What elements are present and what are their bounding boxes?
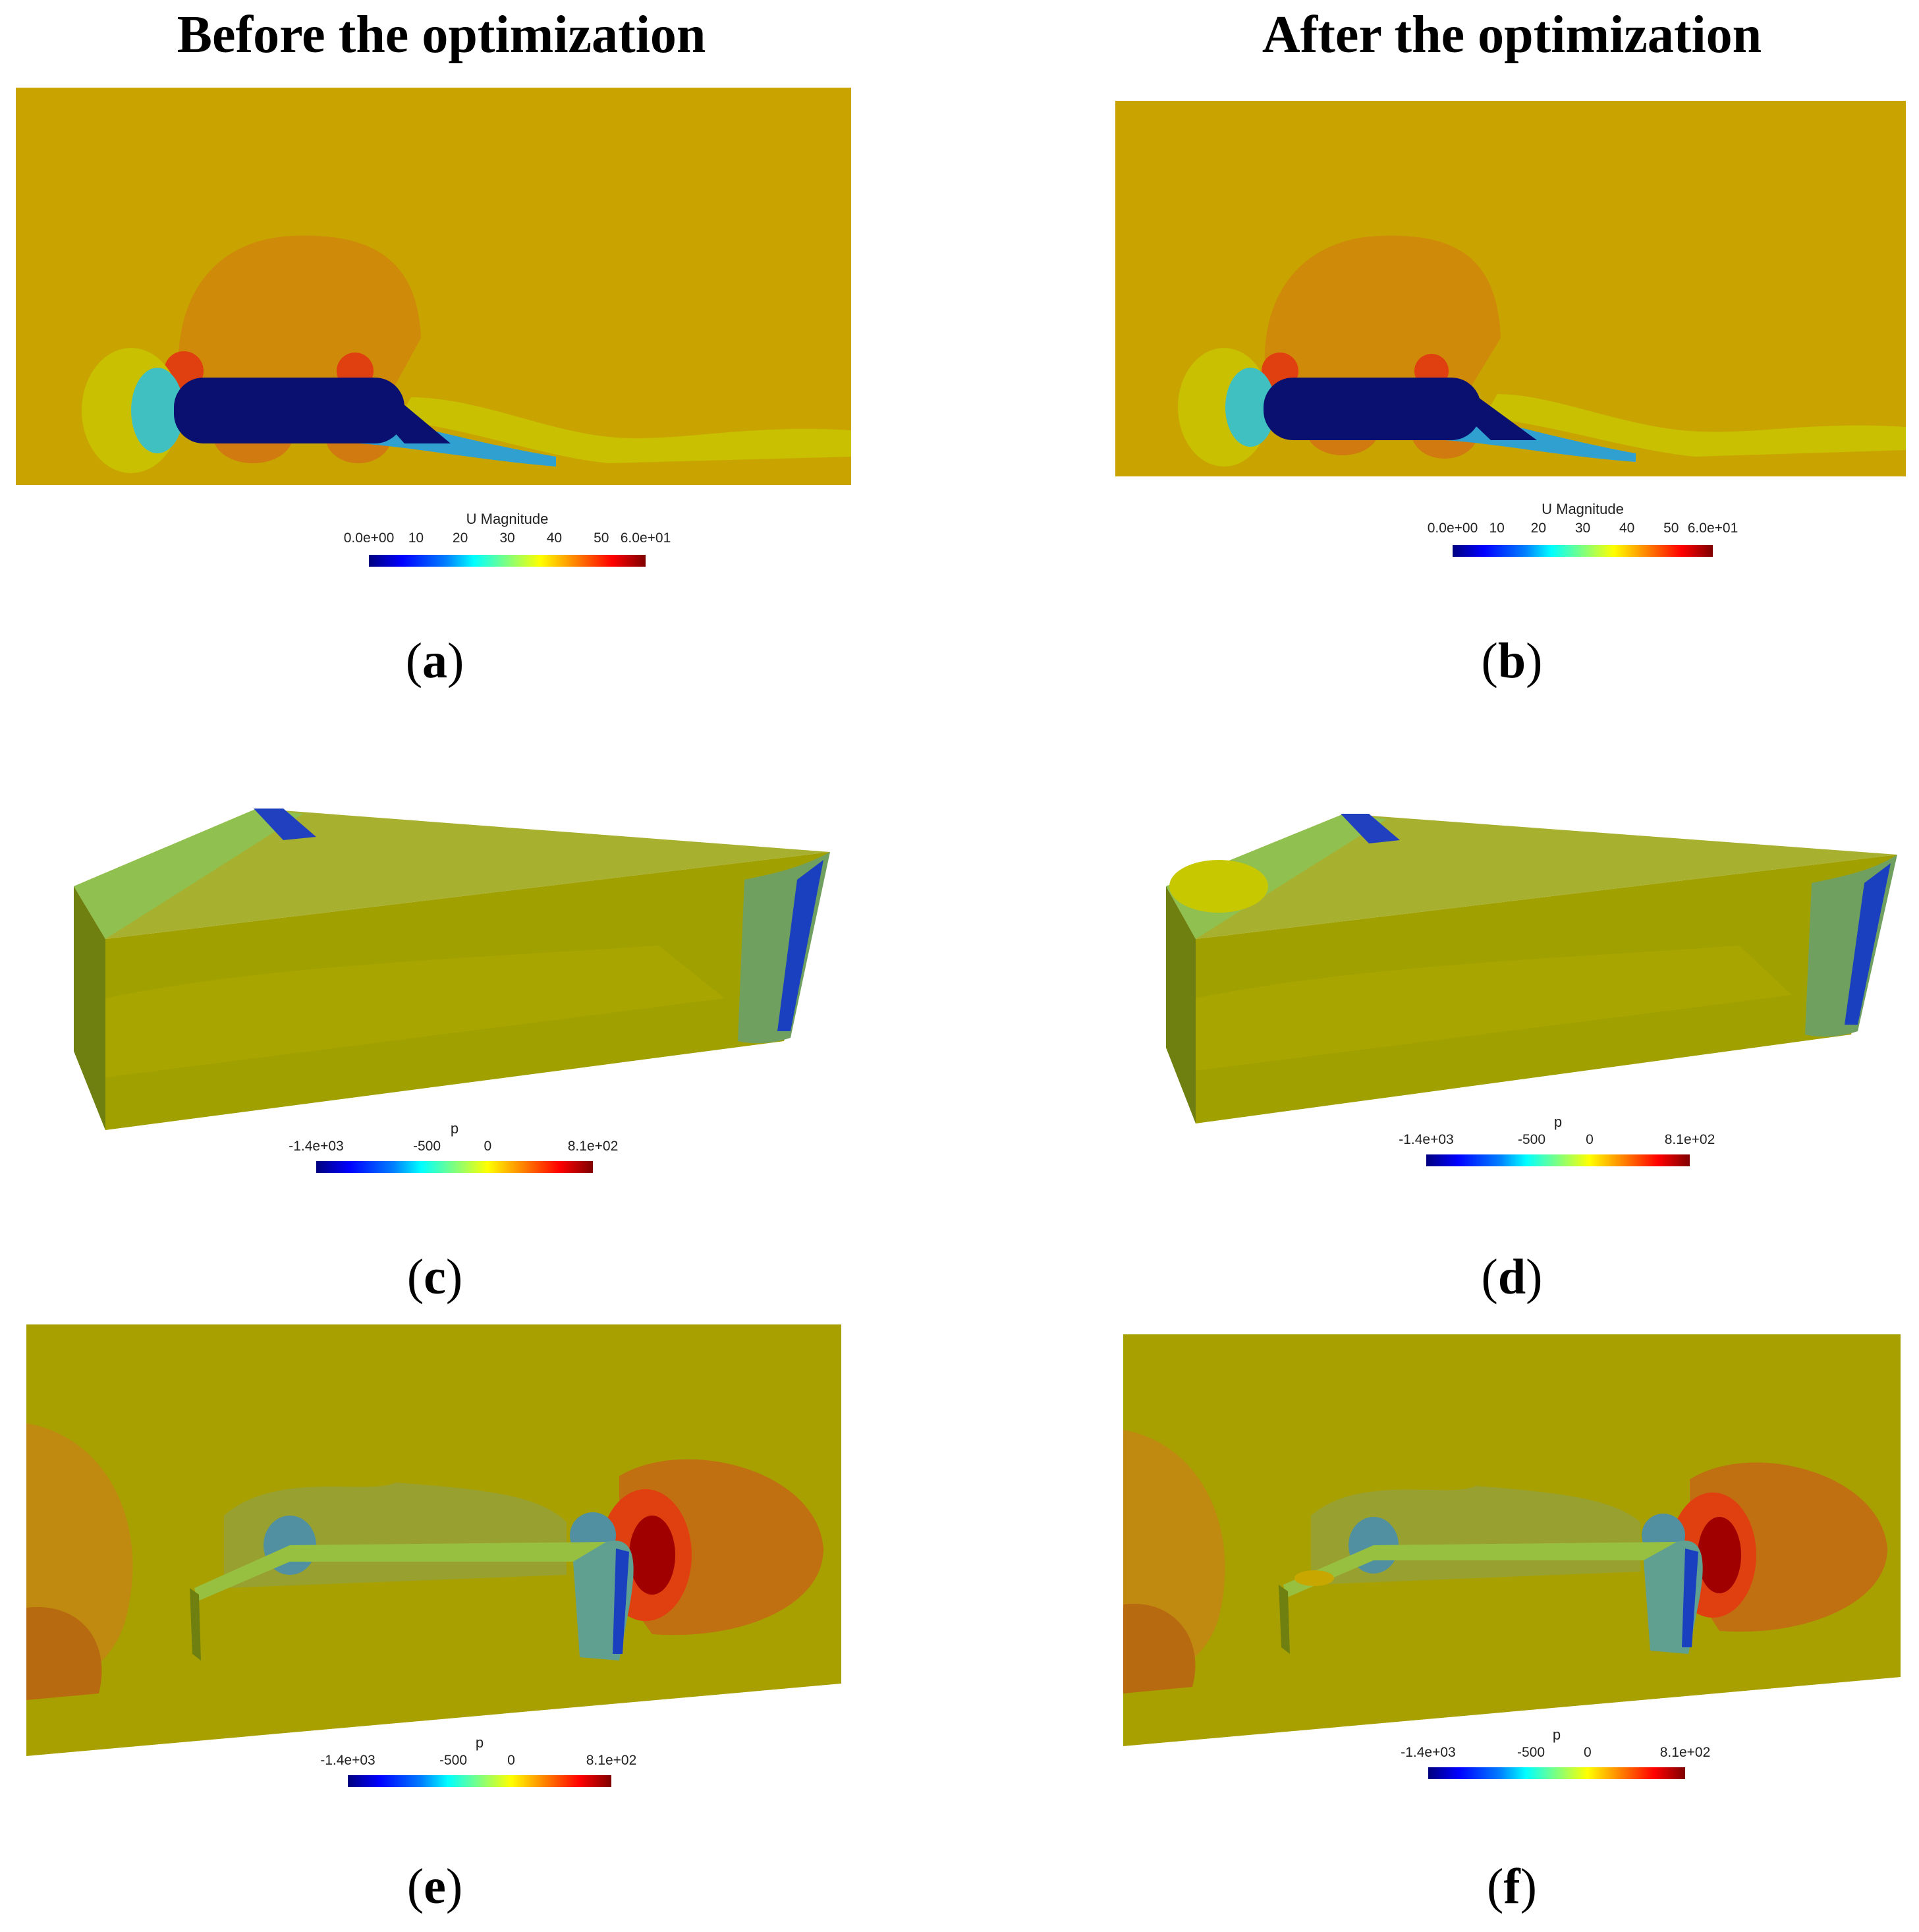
caption-c: (c) <box>406 1249 463 1305</box>
panel-b-velocity-after <box>1115 101 1906 476</box>
column-title-before: Before the optimization <box>177 6 706 64</box>
panel-e-pressure-field-before <box>26 1324 841 1756</box>
legend-velocity-b: U Magnitude 0.0e+00 10 20 30 40 50 6.0e+… <box>1428 501 1738 563</box>
column-title-after: After the optimization <box>1262 6 1762 64</box>
panel-d-pressure-surface-after <box>1159 807 1910 1130</box>
caption-b: (b) <box>1481 633 1543 689</box>
caption-e: (e) <box>406 1859 463 1914</box>
caption-d: (d) <box>1481 1249 1543 1305</box>
legend-pressure-c: p -1.4e+03 -500 0 8.1e+02 <box>289 1120 618 1176</box>
panel-f-pressure-field-after <box>1123 1334 1901 1746</box>
panel-a-velocity-before <box>16 88 851 485</box>
legend-pressure-d: p -1.4e+03 -500 0 8.1e+02 <box>1399 1114 1715 1170</box>
panel-c-pressure-surface-before <box>66 801 850 1143</box>
caption-f: (f) <box>1487 1859 1537 1914</box>
caption-a: (a) <box>405 633 464 689</box>
legend-pressure-f: p -1.4e+03 -500 0 8.1e+02 <box>1401 1726 1710 1782</box>
legend-velocity-a: U Magnitude 0.0e+00 10 20 30 40 50 6.0e+… <box>344 511 671 573</box>
legend-pressure-e: p -1.4e+03 -500 0 8.1e+02 <box>320 1734 636 1790</box>
